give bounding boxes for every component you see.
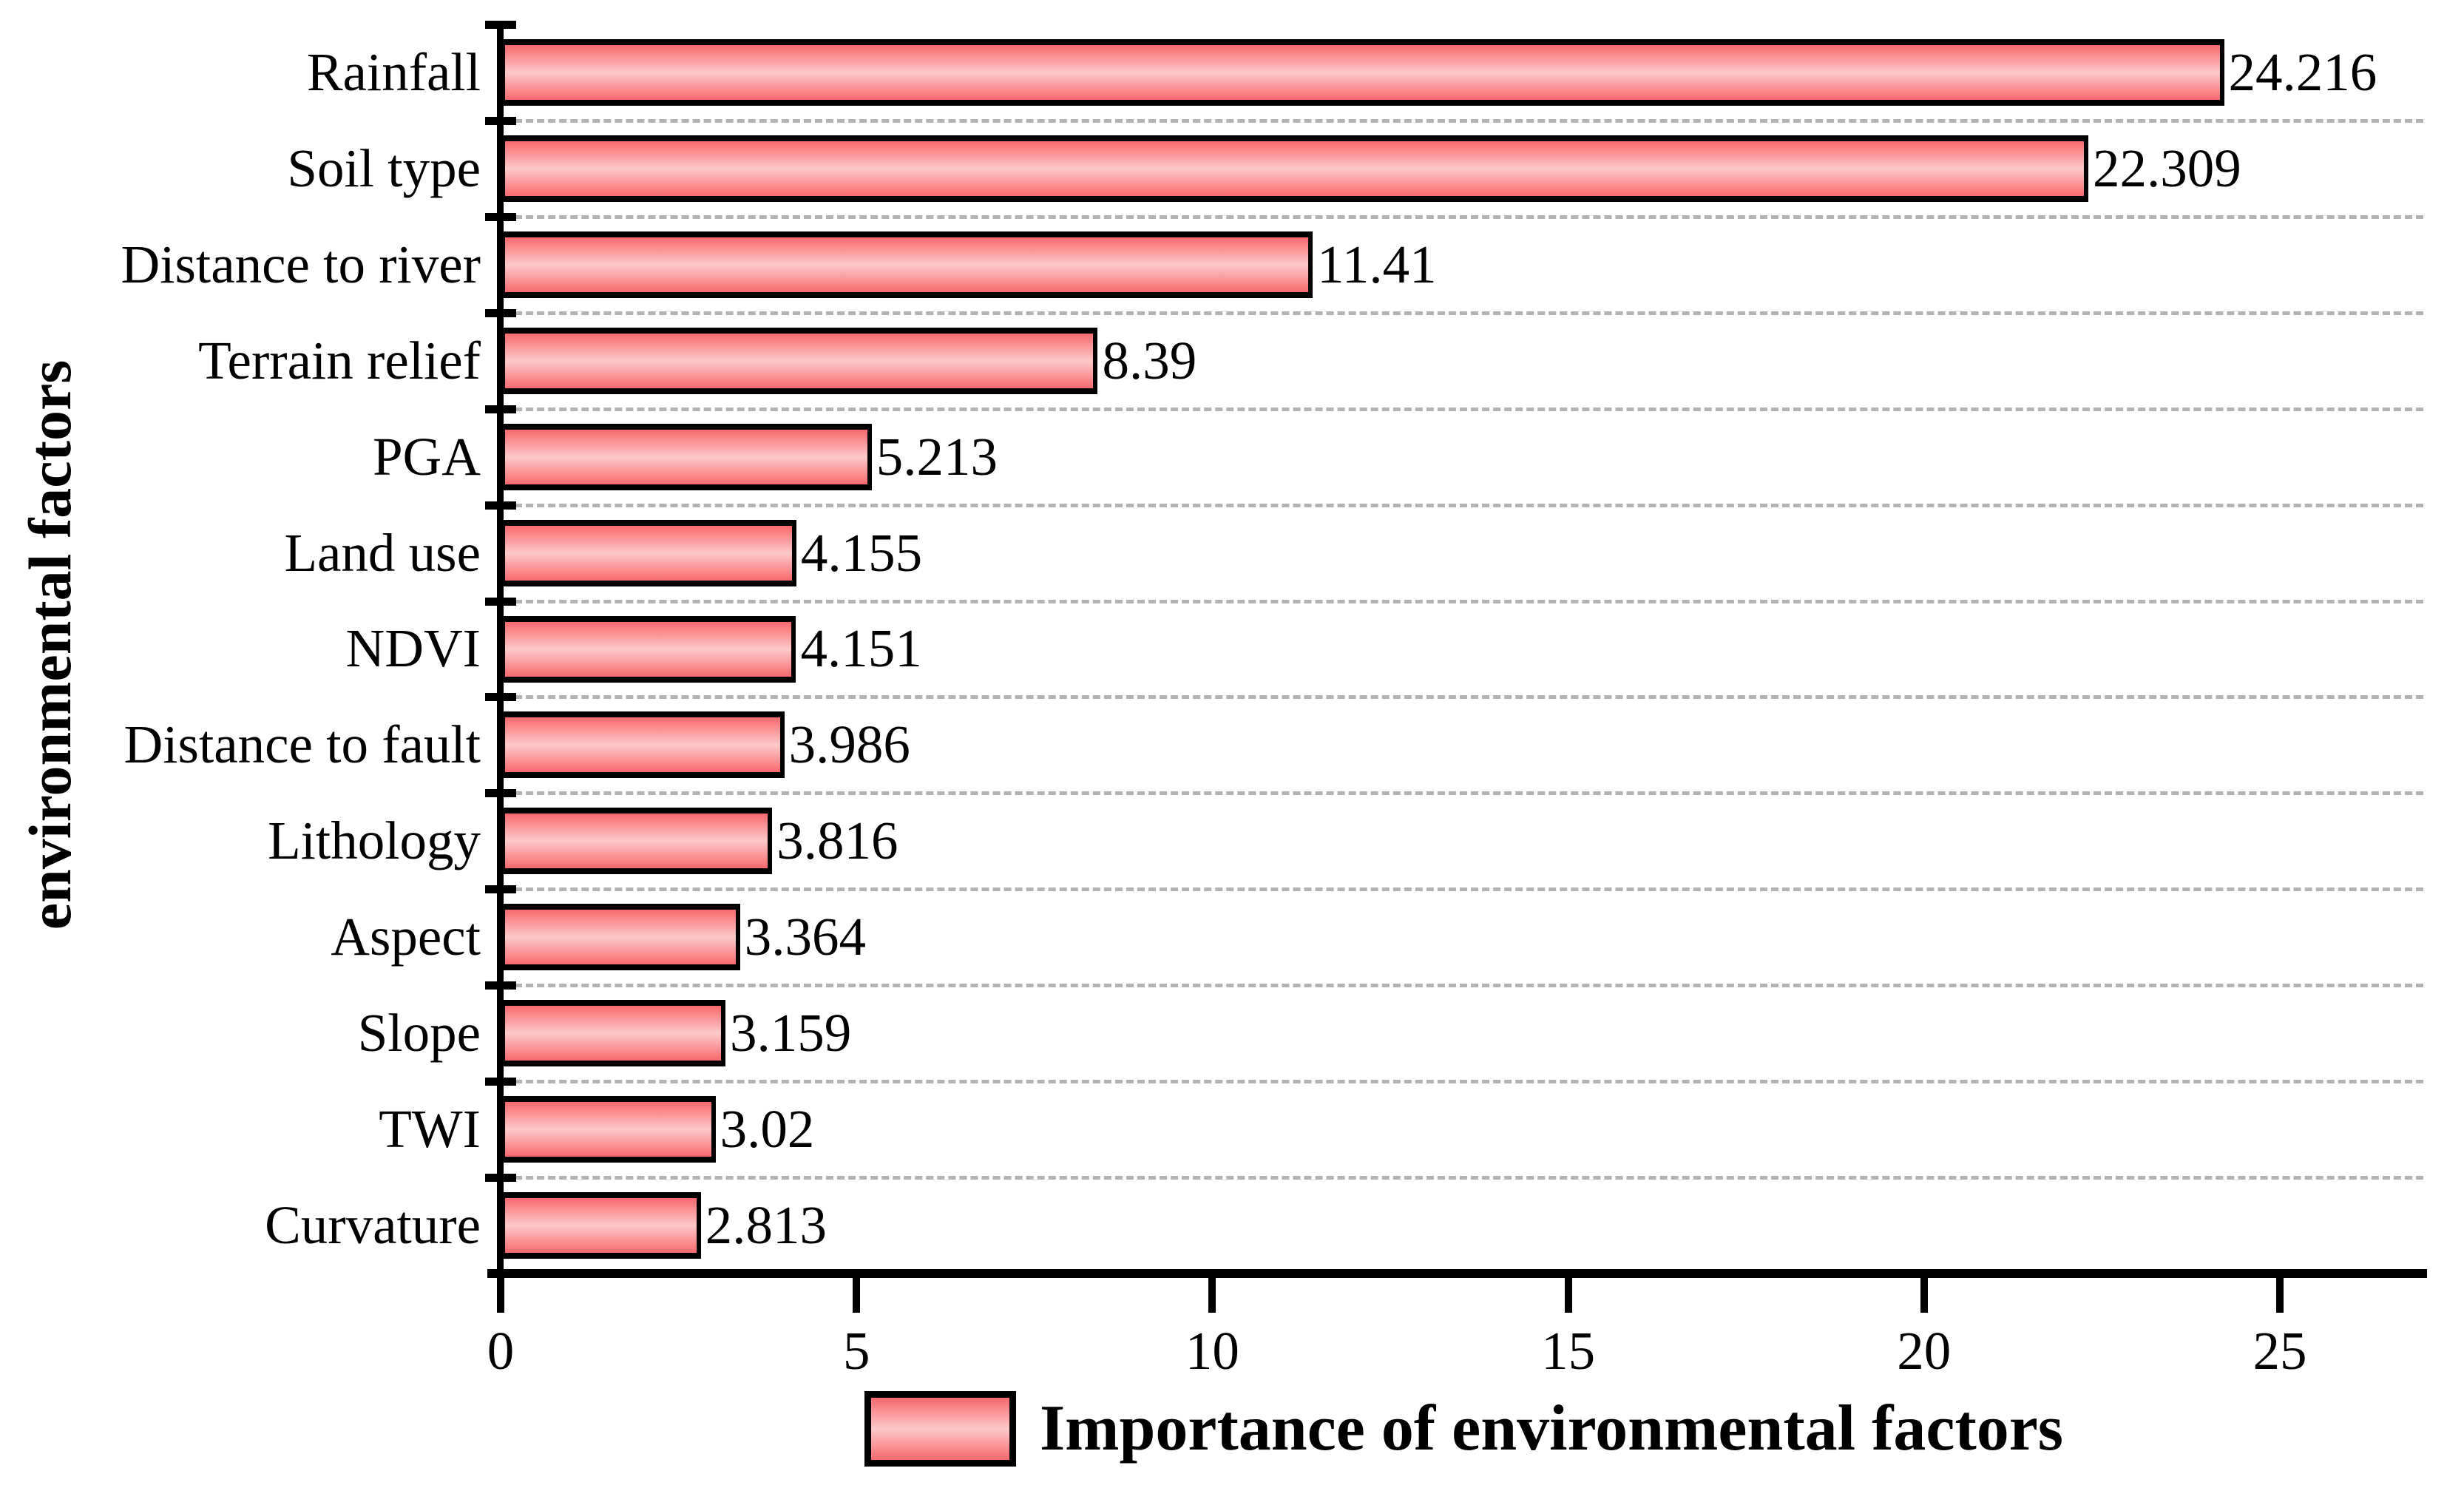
category-label: Aspect [331, 907, 481, 967]
bar-value-label: 3.364 [744, 907, 866, 967]
x-axis-tick [1564, 1278, 1572, 1313]
x-tick-label: 0 [487, 1321, 515, 1381]
category-label: Distance to fault [123, 714, 481, 775]
x-tick-label: 20 [1897, 1321, 1952, 1381]
category-label: PGA [372, 426, 481, 487]
bar-value-label: 3.986 [788, 714, 910, 775]
category-label: NDVI [345, 618, 481, 679]
x-tick-label: 10 [1185, 1321, 1239, 1381]
bar [501, 1192, 701, 1259]
bar-value-label: 24.216 [2228, 41, 2377, 102]
category-label: Distance to river [121, 234, 481, 294]
bar [501, 1000, 726, 1067]
gridline [504, 118, 2423, 123]
gridline [504, 311, 2423, 315]
gridline [504, 1080, 2423, 1084]
y-axis-line [497, 21, 504, 1278]
x-axis-tick [497, 1278, 504, 1313]
gridline [504, 214, 2423, 219]
bar-value-label: 5.213 [876, 426, 998, 487]
x-axis-tick [1920, 1278, 1928, 1313]
x-axis-line [487, 1269, 2427, 1278]
bar [501, 615, 796, 683]
bar [501, 1096, 716, 1163]
bar [501, 231, 1313, 298]
gridline [504, 503, 2423, 507]
legend: Importance of environmental factors [501, 1391, 2427, 1467]
category-label: Lithology [268, 811, 481, 871]
bar-value-label: 8.39 [1102, 330, 1197, 390]
bar-value-label: 22.309 [2093, 138, 2241, 198]
gridline [504, 695, 2423, 700]
gridline [504, 407, 2423, 411]
x-tick-label: 25 [2253, 1321, 2307, 1381]
category-label: Curvature [265, 1195, 481, 1255]
bar [501, 808, 773, 875]
bar [501, 327, 1098, 394]
bar-value-label: 3.159 [730, 1003, 852, 1063]
category-label: Land use [284, 522, 481, 583]
x-axis-tick [2276, 1278, 2284, 1313]
x-axis-tick [853, 1278, 861, 1313]
bar-value-label: 4.151 [800, 618, 922, 679]
x-tick-label: 15 [1541, 1321, 1596, 1381]
category-label: Terrain relief [198, 330, 481, 390]
gridline [504, 984, 2423, 988]
gridline [504, 791, 2423, 796]
bar-value-label: 2.813 [705, 1195, 827, 1255]
gridline [504, 1176, 2423, 1180]
bar [501, 904, 740, 971]
gridline [504, 599, 2423, 603]
category-label: TWI [379, 1099, 481, 1160]
bar [501, 711, 785, 779]
bar-value-label: 11.41 [1317, 234, 1437, 294]
x-axis-tick [1208, 1278, 1216, 1313]
bar-value-label: 3.02 [720, 1099, 815, 1160]
bar [501, 519, 796, 586]
legend-swatch [864, 1391, 1016, 1467]
x-tick-label: 5 [842, 1321, 870, 1381]
bar [501, 423, 872, 490]
category-label: Soil type [287, 138, 481, 198]
bar-value-label: 3.816 [776, 811, 898, 871]
category-label: Slope [357, 1003, 481, 1063]
bar [501, 39, 2224, 106]
category-label: Rainfall [306, 41, 481, 102]
gridline [504, 887, 2423, 892]
bar-value-label: 4.155 [800, 522, 923, 583]
bar [501, 135, 2089, 202]
legend-label: Importance of environmental factors [1039, 1393, 2064, 1464]
